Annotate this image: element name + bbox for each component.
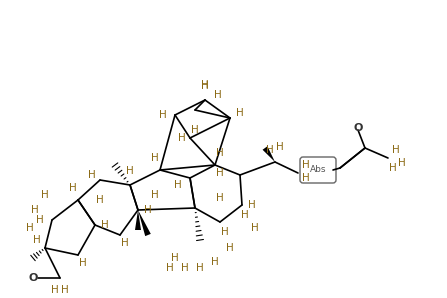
Text: H: H [398, 158, 406, 168]
Text: H: H [248, 200, 256, 210]
Text: H: H [171, 253, 179, 263]
Text: H: H [216, 148, 224, 158]
Text: H: H [226, 243, 234, 253]
Text: H: H [266, 145, 274, 155]
Text: H: H [276, 142, 284, 152]
Text: H: H [392, 145, 400, 155]
Text: H: H [166, 263, 174, 273]
Text: H: H [251, 223, 259, 233]
Text: H: H [96, 195, 104, 205]
Text: H: H [236, 108, 244, 118]
Text: H: H [196, 263, 204, 273]
Text: H: H [211, 257, 219, 267]
Text: H: H [88, 170, 96, 180]
Text: O: O [28, 273, 38, 283]
Text: H: H [31, 205, 39, 215]
Text: H: H [101, 220, 109, 230]
Text: H: H [191, 125, 199, 135]
Text: H: H [151, 153, 159, 163]
Text: H: H [201, 81, 209, 91]
Text: H: H [302, 160, 310, 170]
Text: H: H [51, 285, 59, 295]
Text: H: H [241, 210, 249, 220]
Text: H: H [69, 183, 77, 193]
Text: H: H [216, 193, 224, 203]
FancyBboxPatch shape [300, 157, 336, 183]
Text: H: H [214, 90, 222, 100]
Text: H: H [302, 173, 310, 183]
Text: H: H [159, 110, 167, 120]
Text: H: H [181, 263, 189, 273]
Polygon shape [262, 146, 275, 162]
Text: H: H [144, 205, 152, 215]
Text: H: H [61, 285, 69, 295]
Text: H: H [221, 227, 229, 237]
Polygon shape [138, 210, 151, 236]
Text: H: H [26, 223, 34, 233]
Text: O: O [353, 123, 363, 133]
Text: H: H [126, 166, 134, 176]
Text: H: H [174, 180, 182, 190]
Text: H: H [201, 80, 209, 90]
Text: H: H [36, 215, 44, 225]
Text: Abs: Abs [310, 165, 326, 175]
Text: H: H [151, 190, 159, 200]
Polygon shape [135, 210, 141, 230]
Text: H: H [178, 133, 186, 143]
Text: H: H [33, 235, 41, 245]
Text: H: H [121, 238, 129, 248]
Text: H: H [41, 190, 49, 200]
Text: H: H [216, 168, 224, 178]
Text: H: H [389, 163, 397, 173]
Text: H: H [79, 258, 87, 268]
